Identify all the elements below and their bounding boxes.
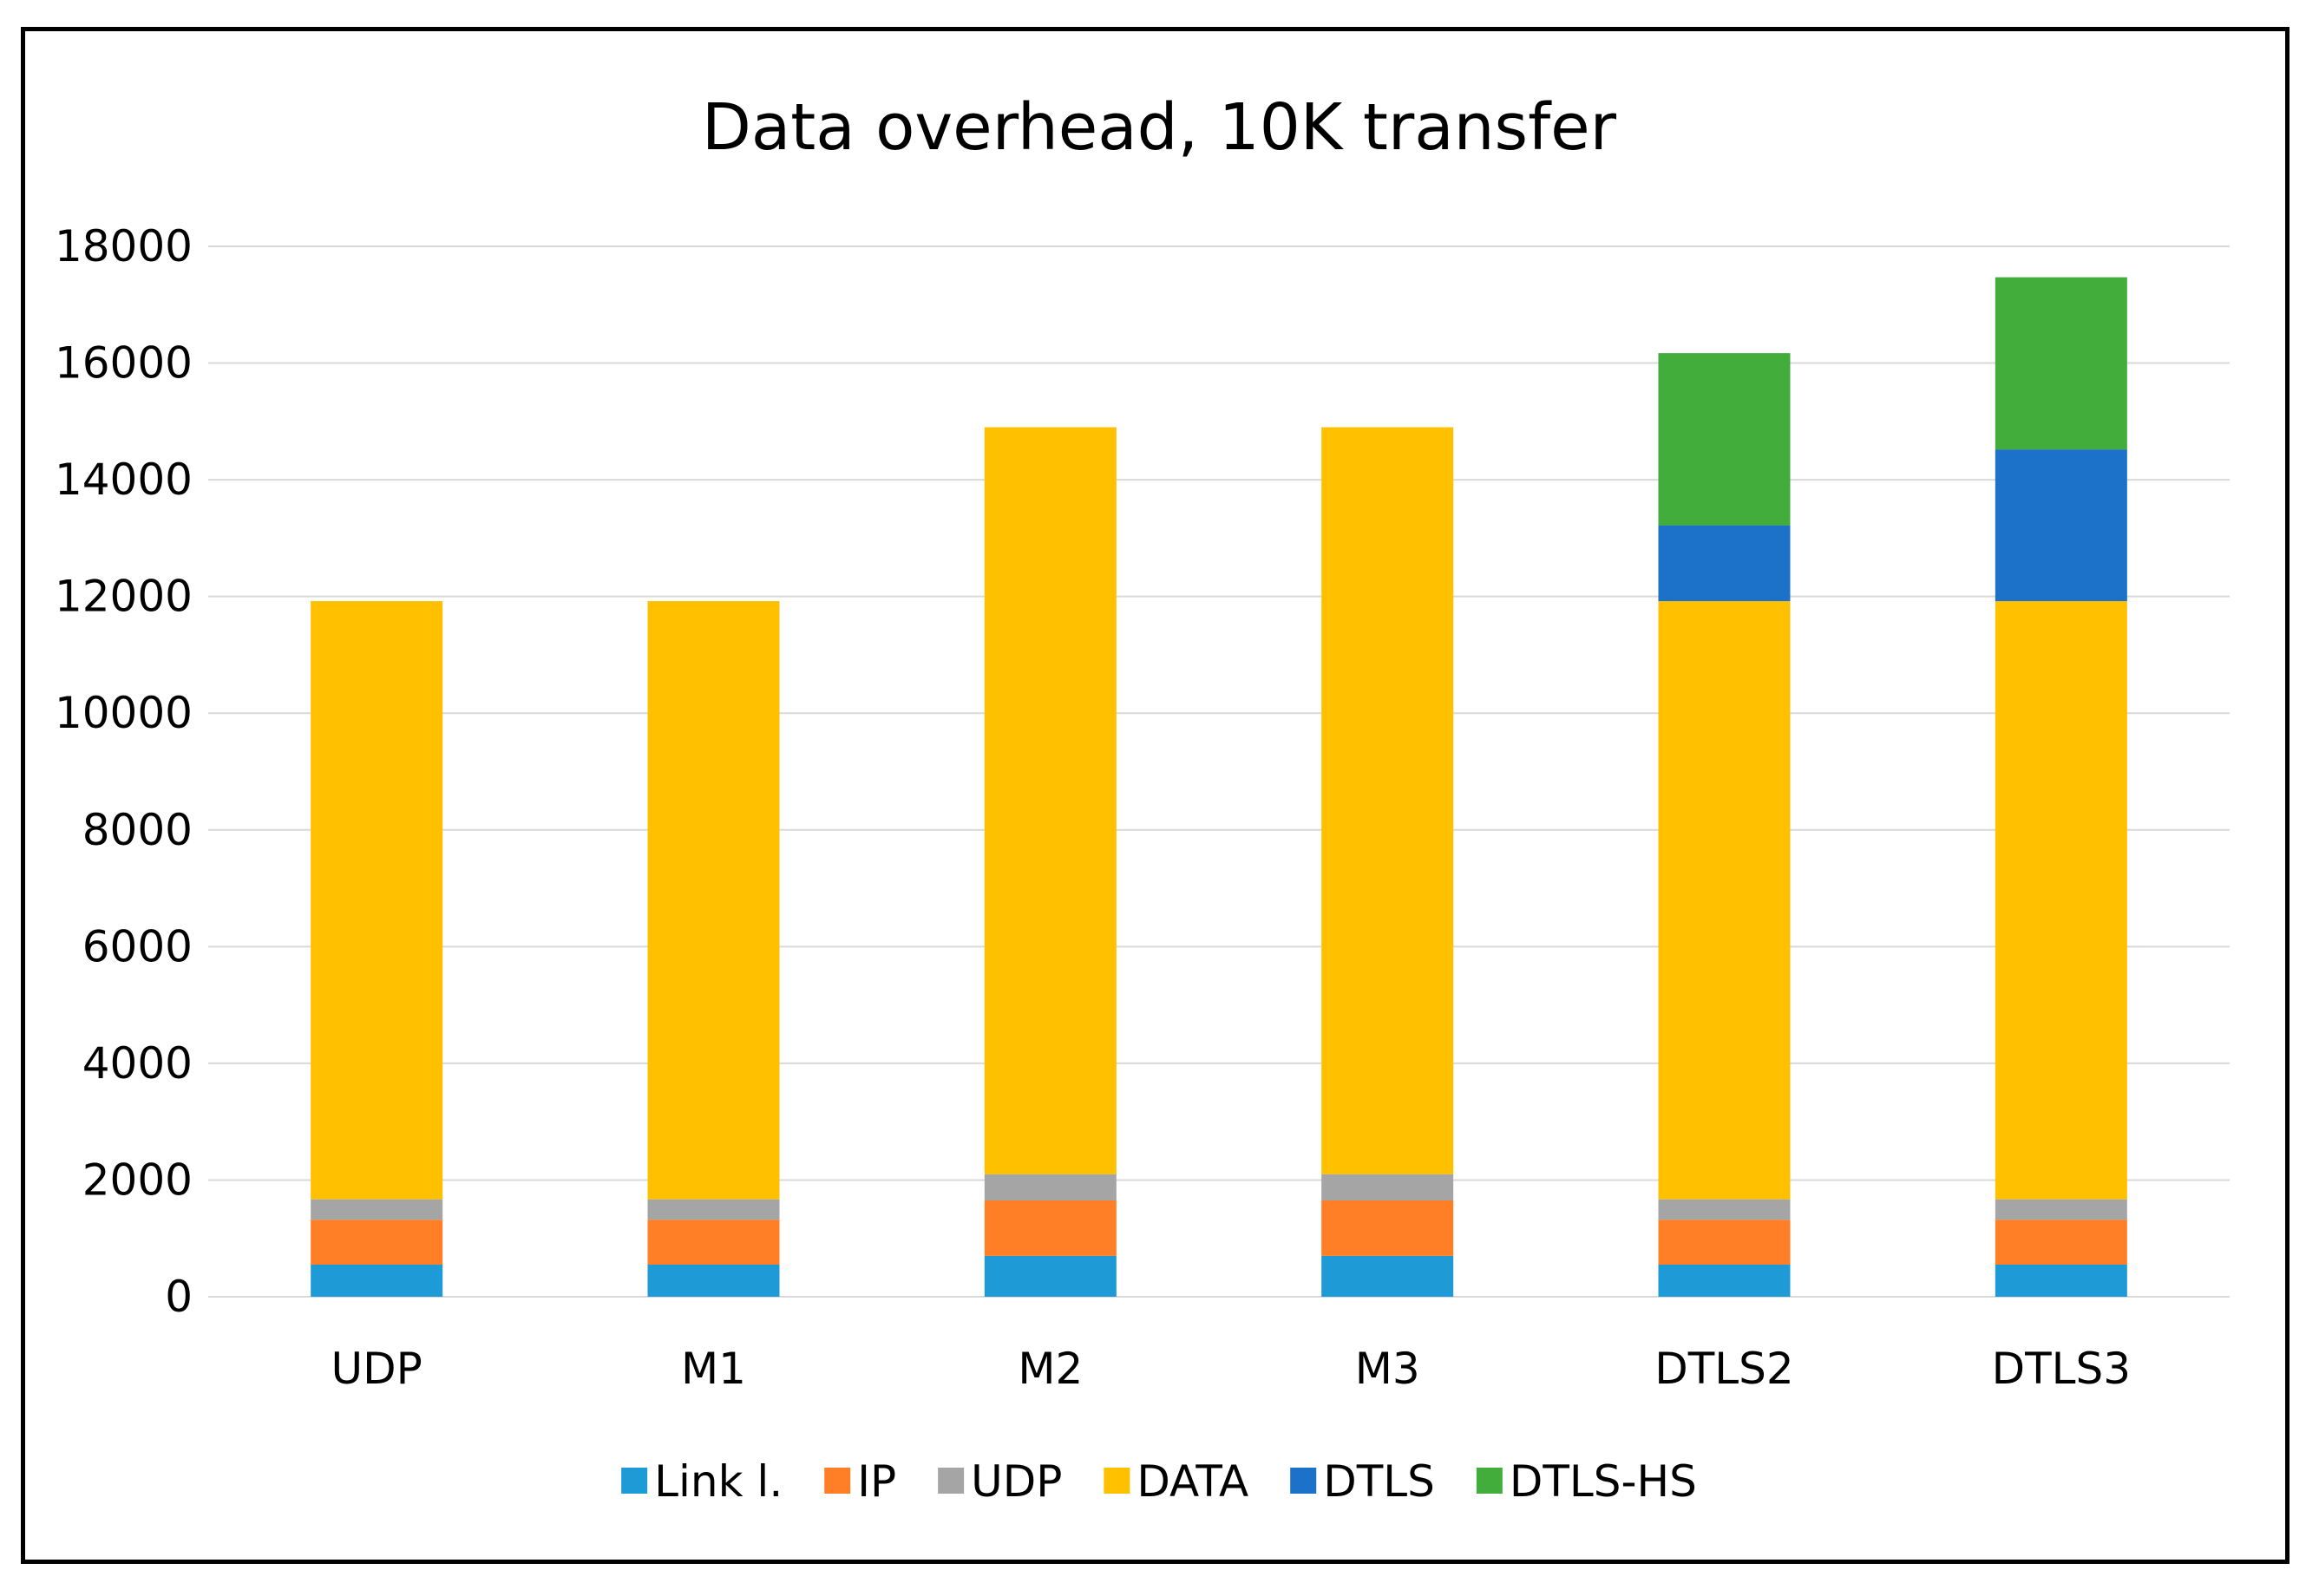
bar-segment-dtls3-data: [1995, 601, 2127, 1200]
bar-segment-udp-ip: [311, 1220, 443, 1265]
y-tick-label: 12000: [55, 572, 193, 622]
legend-swatch: [824, 1468, 851, 1494]
bar-segment-m2-ip: [984, 1200, 1117, 1256]
x-tick-label: DTLS3: [1992, 1344, 2131, 1394]
legend-swatch: [621, 1468, 648, 1494]
y-tick-label: 6000: [82, 921, 193, 971]
bar-segment-udp-link-l: [311, 1264, 443, 1297]
chart-title: Data overhead, 10K transfer: [702, 90, 1617, 165]
legend-label: DATA: [1137, 1456, 1248, 1507]
y-tick-label: 2000: [82, 1154, 193, 1205]
bar-segment-dtls3-dtls: [1995, 449, 2127, 602]
x-tick-label: M3: [1355, 1344, 1420, 1394]
bar-segment-dtls2-dtls-hs: [1658, 353, 1791, 526]
y-tick-label: 16000: [55, 338, 193, 389]
bars: [311, 277, 2127, 1297]
x-tick-label: DTLS2: [1654, 1344, 1793, 1394]
y-tick-label: 14000: [55, 455, 193, 505]
y-tick-label: 8000: [82, 805, 193, 855]
x-tick-label: M1: [681, 1344, 746, 1394]
bar-segment-m3-link-l: [1321, 1255, 1454, 1297]
y-tick-label: 4000: [82, 1038, 193, 1089]
legend-swatch: [938, 1468, 965, 1494]
bar-segment-dtls2-dtls: [1658, 525, 1791, 602]
bar-segment-m2-data: [984, 427, 1117, 1174]
bar-segment-m1-udp: [647, 1199, 780, 1220]
bar-segment-dtls2-link-l: [1658, 1264, 1791, 1297]
legend-swatch: [1290, 1468, 1317, 1494]
x-tick-label: UDP: [331, 1344, 423, 1394]
y-tick-label: 18000: [55, 221, 193, 271]
bar-segment-m1-link-l: [647, 1264, 780, 1297]
bar-segment-dtls2-data: [1658, 601, 1791, 1200]
bar-segment-m1-data: [647, 601, 780, 1200]
bar-segment-m1-ip: [647, 1220, 780, 1265]
bar-segment-dtls3-link-l: [1995, 1264, 2127, 1297]
bar-segment-m2-udp: [984, 1174, 1117, 1200]
x-tick-label: M2: [1018, 1344, 1083, 1394]
legend-label: IP: [857, 1456, 896, 1507]
x-axis-ticks: UDP M1 M2 M3 DTLS2 DTLS3: [331, 1344, 2132, 1394]
legend-swatch: [1104, 1468, 1130, 1494]
bar-segment-dtls3-dtls-hs: [1995, 277, 2127, 450]
bar-segment-m3-data: [1321, 427, 1454, 1174]
bar-segment-m3-udp: [1321, 1174, 1454, 1200]
y-tick-label: 0: [165, 1272, 193, 1322]
legend-label: UDP: [971, 1456, 1062, 1507]
legend: Link l. IP UDP DATA DTLS DTLS-HS: [621, 1456, 1697, 1507]
grid-lines: [208, 245, 2230, 1298]
legend-label: DTLS-HS: [1510, 1456, 1697, 1507]
legend-swatch: [1476, 1468, 1503, 1494]
legend-label: DTLS: [1323, 1456, 1435, 1507]
bar-segment-dtls3-udp: [1995, 1199, 2127, 1220]
bar-segment-dtls3-ip: [1995, 1220, 2127, 1265]
y-axis-ticks: 0 2000 4000 6000 8000 10000 12000 14000 16000 180…: [55, 221, 193, 1322]
bar-segment-m2-link-l: [984, 1255, 1117, 1297]
bar-segment-dtls2-ip: [1658, 1220, 1791, 1265]
legend-label: Link l.: [654, 1456, 783, 1507]
bar-segment-udp-data: [311, 601, 443, 1200]
y-tick-label: 10000: [55, 688, 193, 738]
bar-segment-udp-udp: [311, 1199, 443, 1220]
bar-segment-dtls2-udp: [1658, 1199, 1791, 1220]
bar-segment-m3-ip: [1321, 1200, 1454, 1256]
